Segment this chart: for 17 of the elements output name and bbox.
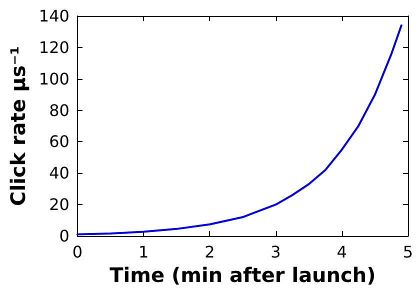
y-tick-label: 80 bbox=[49, 100, 70, 120]
y-tick-label: 120 bbox=[38, 38, 70, 57]
y-tick-label: 40 bbox=[49, 164, 70, 183]
x-tick-label: 3 bbox=[270, 242, 281, 262]
line-series bbox=[76, 24, 402, 236]
y-tick-label: 140 bbox=[38, 6, 70, 26]
x-tick-label: 5 bbox=[402, 242, 414, 262]
y-tick-label: 20 bbox=[49, 195, 70, 214]
y-tick-label: 60 bbox=[49, 132, 70, 152]
x-tick-label: 0 bbox=[72, 242, 83, 262]
x-tick-label: 1 bbox=[138, 242, 149, 262]
y-tick-label: 100 bbox=[38, 69, 70, 88]
x-tick-label: 2 bbox=[204, 242, 215, 262]
x-tick-label: 4 bbox=[336, 242, 347, 262]
y-tick-label: 0 bbox=[59, 226, 70, 246]
y-axis-title: Click rate μs⁻¹ bbox=[6, 46, 30, 206]
x-axis-title: Time (min after launch) bbox=[110, 262, 376, 287]
